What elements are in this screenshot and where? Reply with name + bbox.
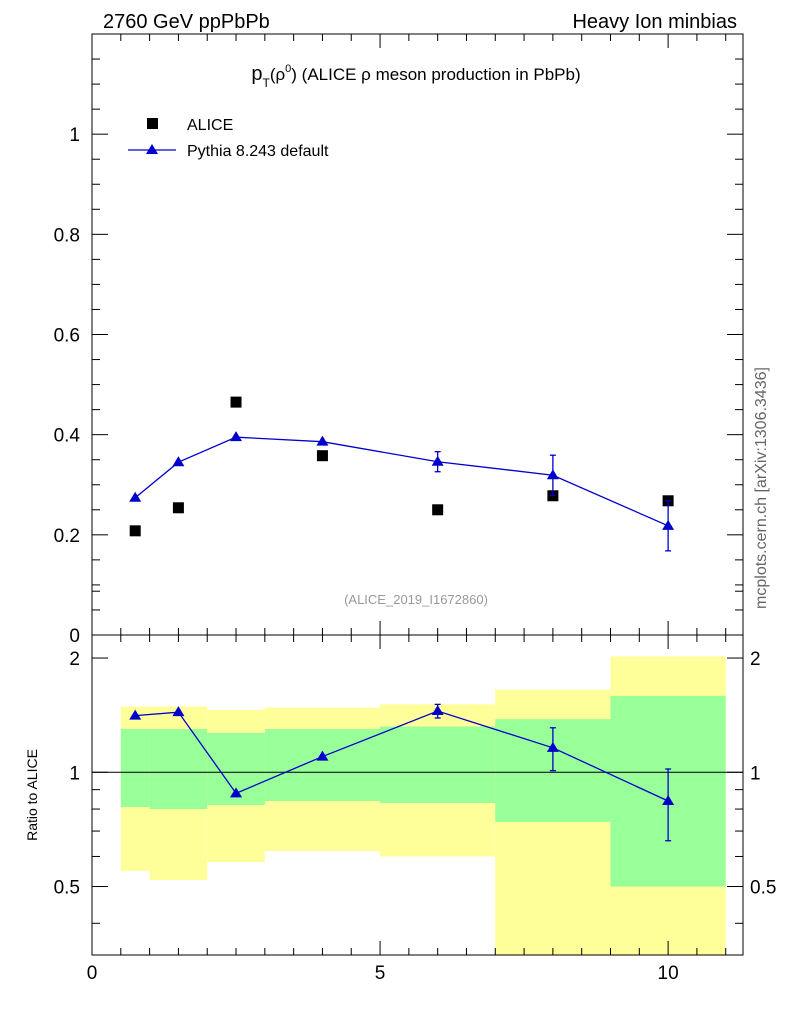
main-pythia-point xyxy=(316,435,329,446)
main-y-tick-label: 0.8 xyxy=(54,225,80,246)
ratio-y-axis-label: Ratio to ALICE xyxy=(24,749,40,841)
x-tick-label: 10 xyxy=(658,963,679,984)
main-y-tick-label: 0.4 xyxy=(54,426,81,447)
ratio-band-inner xyxy=(149,729,208,810)
main-alice-point xyxy=(432,504,444,516)
analysis-id: (ALICE_2019_I1672860) xyxy=(344,592,488,607)
ratio-y-tick-label-left: 1 xyxy=(69,763,80,784)
main-y-tick-label: 0.2 xyxy=(54,526,80,547)
legend: ALICE Pythia 8.243 default xyxy=(128,117,329,160)
header-left-title: 2760 GeV ppPbPb xyxy=(103,11,270,33)
main-y-tick-label: 0.6 xyxy=(54,326,80,347)
ratio-y-tick-label-left: 2 xyxy=(69,649,80,670)
chart-title: pT(ρ0) (ALICE ρ meson production in PbPb… xyxy=(251,63,580,90)
ratio-frame xyxy=(91,634,744,956)
main-pythia-point xyxy=(662,519,675,530)
ratio-band-inner xyxy=(120,729,150,808)
ratio-band-inner xyxy=(380,726,496,803)
legend-alice-marker xyxy=(147,118,158,129)
ratio-pythia-point xyxy=(230,787,243,798)
ratio-y-tick-label-left: 0.5 xyxy=(54,878,80,899)
main-alice-point xyxy=(230,396,242,408)
side-label: mcplots.cern.ch [arXiv:1306.3436] xyxy=(753,367,770,609)
main-pythia-point xyxy=(230,431,243,442)
ratio-pythia-point xyxy=(662,795,675,806)
main-pythia-point xyxy=(129,491,142,502)
header-right-title: Heavy Ion minbias xyxy=(572,11,737,33)
x-tick-label: 5 xyxy=(375,963,386,984)
ratio-y-tick-label-right: 0.5 xyxy=(750,878,776,899)
ratio-band-inner xyxy=(264,729,381,802)
ratio-pythia-point xyxy=(172,706,185,717)
ratio-panel: 0 5 10 0.5 0.5 1 1 2 2 xyxy=(54,590,776,984)
legend-alice-label: ALICE xyxy=(187,117,233,134)
ratio-pythia-point xyxy=(431,705,444,716)
main-pythia-point xyxy=(172,456,185,467)
main-y-tick-label: 1 xyxy=(69,125,80,146)
main-pythia-point xyxy=(546,469,559,480)
main-pythia-line xyxy=(134,436,669,527)
main-alice-point xyxy=(172,502,184,514)
ratio-y-tick-label-right: 1 xyxy=(750,763,761,784)
legend-pythia-label: Pythia 8.243 default xyxy=(187,143,329,160)
ratio-y-tick-label-right: 2 xyxy=(750,649,761,670)
ratio-pythia-point xyxy=(546,741,559,752)
legend-pythia-marker xyxy=(146,144,158,154)
ratio-pythia-point xyxy=(129,709,142,720)
main-y-tick-label: 0 xyxy=(69,626,80,647)
x-tick-label: 0 xyxy=(87,963,98,984)
main-alice-point xyxy=(316,450,328,462)
ratio-pythia-point xyxy=(316,750,329,761)
main-alice-point xyxy=(129,525,141,537)
main-pythia-point xyxy=(431,455,444,466)
